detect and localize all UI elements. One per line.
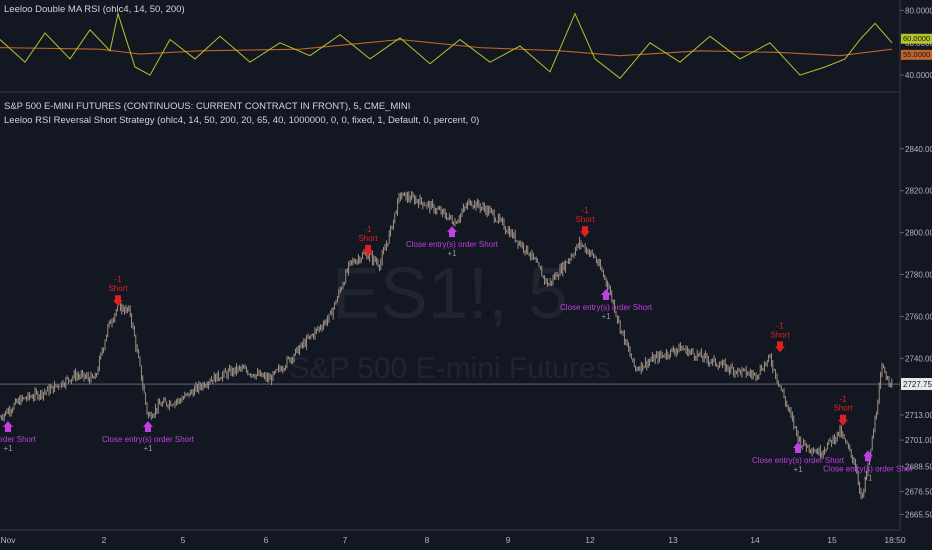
rsi-tick-label: 80.0000 <box>905 6 932 15</box>
price-tick-label: 2780.00 <box>905 271 932 280</box>
last-price-text: 2727.75 <box>903 380 932 389</box>
exit-qty: +1 <box>3 444 13 453</box>
entry-qty: -1 <box>776 321 784 330</box>
exit-qty: +1 <box>143 444 153 453</box>
time-tick-label: 6 <box>264 535 269 545</box>
rsi-current-value: 60.0000 <box>901 33 932 44</box>
price-tick-label: 2800.00 <box>905 229 932 238</box>
time-tick-label: 7 <box>343 535 348 545</box>
time-tick-label: 13 <box>668 535 678 545</box>
close-short-marker: Close entry(s) order Short+1 <box>406 226 499 258</box>
entry-label: Short <box>575 215 595 224</box>
price-tick-label: 2760.00 <box>905 312 932 321</box>
up-arrow-icon <box>793 441 803 453</box>
entry-qty: -1 <box>581 206 589 215</box>
up-arrow-icon <box>863 450 873 462</box>
price-pane-title[interactable]: S&P 500 E-MINI FUTURES (CONTINUOUS: CURR… <box>4 101 410 112</box>
down-arrow-icon <box>580 226 590 238</box>
time-tick-label: 8 <box>425 535 430 545</box>
exit-label: Close entry(s) order Shor <box>823 464 913 473</box>
price-series <box>0 190 893 500</box>
rsi-current-value: 55.0000 <box>901 49 932 60</box>
down-arrow-icon <box>363 244 373 256</box>
down-arrow-icon <box>838 414 848 426</box>
up-arrow-icon <box>143 421 153 433</box>
up-arrow-icon <box>447 226 457 238</box>
price-tick-label: 2676.50 <box>905 487 932 496</box>
exit-label: y(s) order Short <box>0 435 37 444</box>
time-axis: Nov 2 5 6 7 8 9 12 13 14 15 18:50 <box>0 535 905 545</box>
time-tick-label: 2 <box>102 535 107 545</box>
time-tick-label: Nov <box>0 535 16 545</box>
rsi-fast-path <box>0 11 893 79</box>
time-tick-label: 18:50 <box>884 535 906 545</box>
last-price-badge: 2727.75 <box>901 378 932 391</box>
rsi-slow-line <box>0 38 893 57</box>
exit-qty: +1 <box>447 249 457 258</box>
price-tick-label: 2740.00 <box>905 354 932 363</box>
watermark-symbol: ES1!, 5 <box>332 254 568 334</box>
close-short-marker: y(s) order Short+1 <box>0 421 37 453</box>
exit-label: Close entry(s) order Short <box>752 456 845 465</box>
rsi-value-badge <box>901 49 932 60</box>
entry-qty: -1 <box>364 225 372 234</box>
time-tick-label: 12 <box>585 535 595 545</box>
up-arrow-icon <box>3 421 13 433</box>
price-tick-label: 2688.50 <box>905 462 932 471</box>
exit-qty: +1 <box>863 473 873 482</box>
entry-qty: -1 <box>839 395 847 404</box>
rsi-fast-line <box>0 11 893 79</box>
time-tick-label: 14 <box>750 535 760 545</box>
price-tick-label: 2840.00 <box>905 145 932 154</box>
price-tick-label: 2701.00 <box>905 436 932 445</box>
price-tick-label: 2820.00 <box>905 187 932 196</box>
time-tick-label: 5 <box>181 535 186 545</box>
close-short-marker: Close entry(s) order Short+1 <box>560 288 653 321</box>
watermark-description: S&P 500 E-mini Futures <box>289 352 610 385</box>
entry-label: Short <box>833 404 853 413</box>
price-axis: 2840.00 2820.00 2800.00 2780.00 2760.00 2740.… <box>900 145 932 519</box>
trade-markers: -1Short-1Short-1Short-1Short-1Shorty(s) … <box>0 206 913 482</box>
rsi-slow-path <box>0 38 893 57</box>
rsi-value-text: 55.0000 <box>903 50 930 59</box>
price-tick-label: 2713.00 <box>905 411 932 420</box>
up-arrow-icon <box>601 288 611 300</box>
down-arrow-icon <box>775 341 785 353</box>
rsi-value-badge <box>901 33 932 44</box>
rsi-tick-label: 40.0000 <box>905 71 932 80</box>
last-price-bg <box>901 378 932 391</box>
rsi-pane-title[interactable]: Leeloo Double MA RSI (ohlc4, 14, 50, 200… <box>4 4 185 15</box>
entry-label: Short <box>770 330 790 339</box>
time-tick-label: 9 <box>506 535 511 545</box>
exit-qty: +1 <box>793 465 803 474</box>
entry-label: Short <box>108 284 128 293</box>
close-short-marker: Close entry(s) order Shor+1 <box>823 450 913 482</box>
exit-qty: +1 <box>601 312 611 321</box>
exit-label: Close entry(s) order Short <box>560 303 653 312</box>
close-short-marker: Close entry(s) order Short+1 <box>102 421 195 453</box>
time-tick-label: 15 <box>827 535 837 545</box>
entry-label: Short <box>358 234 378 243</box>
close-short-marker: Close entry(s) order Short+1 <box>752 441 845 474</box>
down-arrow-icon <box>113 295 123 307</box>
entry-qty: -1 <box>114 275 122 284</box>
price-tick-label: 2665.50 <box>905 510 932 519</box>
exit-label: Close entry(s) order Short <box>102 435 195 444</box>
exit-label: Close entry(s) order Short <box>406 240 499 249</box>
strategy-title[interactable]: Leeloo RSI Reversal Short Strategy (ohlc… <box>4 115 479 126</box>
rsi-value-text: 60.0000 <box>903 34 930 43</box>
